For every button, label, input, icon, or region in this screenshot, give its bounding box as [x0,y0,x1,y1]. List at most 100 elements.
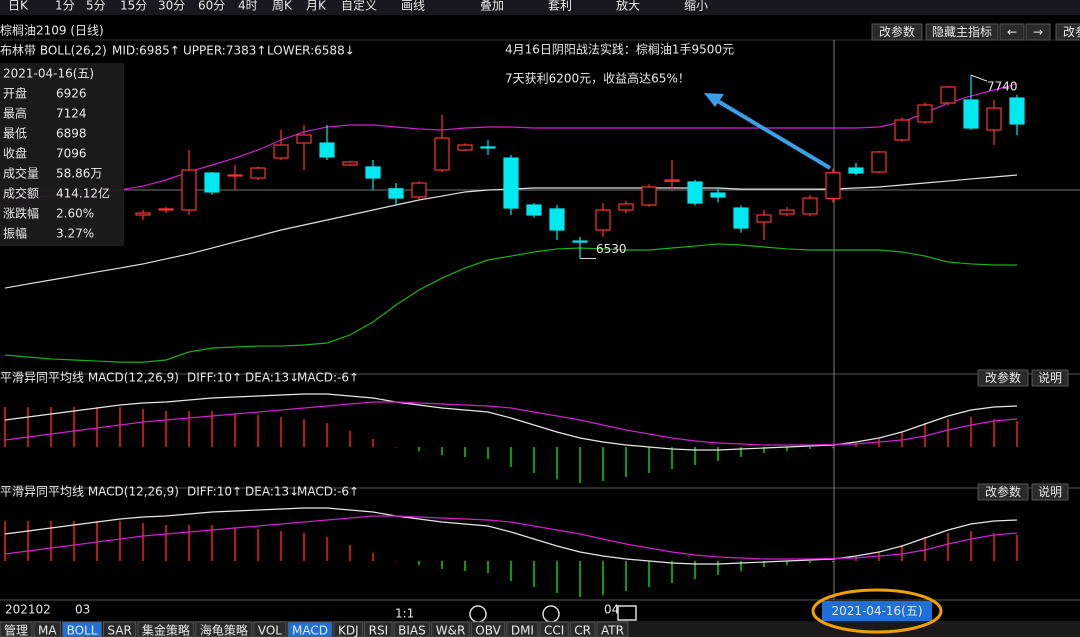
button[interactable]: 说明 [1038,484,1062,499]
toolbar-item[interactable]: 15分 [120,0,147,13]
button-bg[interactable] [925,23,999,41]
toolbar-item[interactable]: 画线 [401,0,425,13]
button-bg[interactable] [1025,23,1051,41]
tab-bg[interactable] [431,621,470,637]
toolbar-item[interactable]: 4时 [238,0,258,13]
button-bg[interactable] [1055,23,1080,41]
low-label: 6530 [596,242,627,256]
tab-bg[interactable] [569,621,596,637]
tab-bg[interactable] [33,621,62,637]
tab[interactable]: KDJ [338,624,359,637]
macd-bar [947,419,949,447]
dea-line [4,515,1018,560]
macd-bar [487,561,489,573]
tab[interactable]: 管理 [4,623,28,637]
tab-bg[interactable] [62,621,102,637]
macd-bar [1016,421,1018,447]
button-bg[interactable] [977,483,1029,501]
candle-body [618,203,634,211]
fit-icon[interactable] [617,605,637,621]
zoom-icon[interactable] [542,605,560,623]
tab[interactable]: VOL [258,624,282,637]
info-value: 2.60% [56,207,94,221]
toolbar-item[interactable]: 30分 [158,0,185,13]
tab[interactable]: MA [38,624,57,637]
tab-bg[interactable] [364,621,393,637]
toolbar-item[interactable]: 套利 [548,0,572,13]
info-label: 开盘 [3,86,27,101]
macd-dea: DEA:13↓ [245,485,299,499]
button[interactable]: ← [1007,25,1017,39]
macd-bar [786,447,788,451]
tab[interactable]: DMI [511,624,534,637]
tab[interactable]: 集金策略 [142,623,190,637]
tab-bg[interactable] [102,621,137,637]
tab[interactable]: BOLL [67,624,98,637]
candle-body [825,172,841,200]
toolbar-item[interactable]: 月K [306,0,327,13]
macd-bar [740,447,742,457]
macd-bar [27,521,29,561]
candle-body [848,167,864,174]
tab[interactable]: ATR [601,624,624,637]
macd-bar [96,407,98,447]
tab[interactable]: OBV [475,624,501,637]
tab[interactable]: CCI [544,624,564,637]
info-value: 58.86万 [56,167,102,181]
toolbar-item[interactable]: 周K [272,0,293,13]
button-bg[interactable] [977,369,1029,387]
toolbar-item[interactable]: 放大 [616,0,640,13]
macd-bar [970,417,972,447]
tab-bg[interactable] [470,621,506,637]
candle-body [457,144,473,151]
tab-bg[interactable] [195,621,253,637]
button-bg[interactable] [871,23,923,41]
tab[interactable]: RSI [369,624,389,637]
button-bg[interactable] [999,23,1025,41]
toolbar-item[interactable]: 叠加 [480,0,504,13]
tab-bg[interactable] [0,621,33,637]
tab[interactable]: 海龟策略 [200,623,248,637]
toolbar-item[interactable]: 缩小 [684,0,708,13]
macd-bar [372,553,374,561]
button[interactable]: 隐藏主指标 [932,24,992,39]
candle-body [503,157,519,209]
button[interactable]: 改参数 [1063,24,1080,39]
tab[interactable]: CR [574,624,591,637]
tab-bg[interactable] [393,621,431,637]
button[interactable]: 改参数 [879,24,915,39]
tab[interactable]: W&R [436,624,466,637]
tab-bg[interactable] [287,621,333,637]
toolbar-item[interactable]: 60分 [198,0,225,13]
button[interactable]: → [1033,25,1043,39]
tab-bg[interactable] [596,621,629,637]
tab[interactable]: SAR [107,624,131,637]
macd-bar [717,561,719,575]
tab[interactable]: BIAS [398,624,426,637]
tab[interactable]: MACD [292,624,328,637]
macd-bar [372,439,374,447]
tab-bg[interactable] [506,621,539,637]
tab-bg[interactable] [253,621,287,637]
zoom-icon[interactable] [469,605,487,623]
toolbar-item[interactable]: 1分 [55,0,75,13]
macd-bar [671,447,673,469]
toolbar-item[interactable]: 5分 [86,0,106,13]
button-bg[interactable] [1031,369,1069,387]
button[interactable]: 改参数 [985,370,1021,385]
arrow-head [704,93,724,107]
button[interactable]: 改参数 [985,484,1021,499]
tab-bg[interactable] [137,621,195,637]
candle-body [894,119,910,141]
macd-bar [1016,535,1018,561]
macd-bar [809,561,811,563]
tab-bg[interactable] [539,621,569,637]
button-bg[interactable] [1031,483,1069,501]
toolbar-item[interactable]: 自定义 [341,0,377,13]
button[interactable]: 说明 [1038,370,1062,385]
toolbar-item[interactable]: 日K [8,0,29,13]
macd-bar [533,447,535,473]
highlight-ring [811,588,943,634]
tab-bg[interactable] [333,621,364,637]
